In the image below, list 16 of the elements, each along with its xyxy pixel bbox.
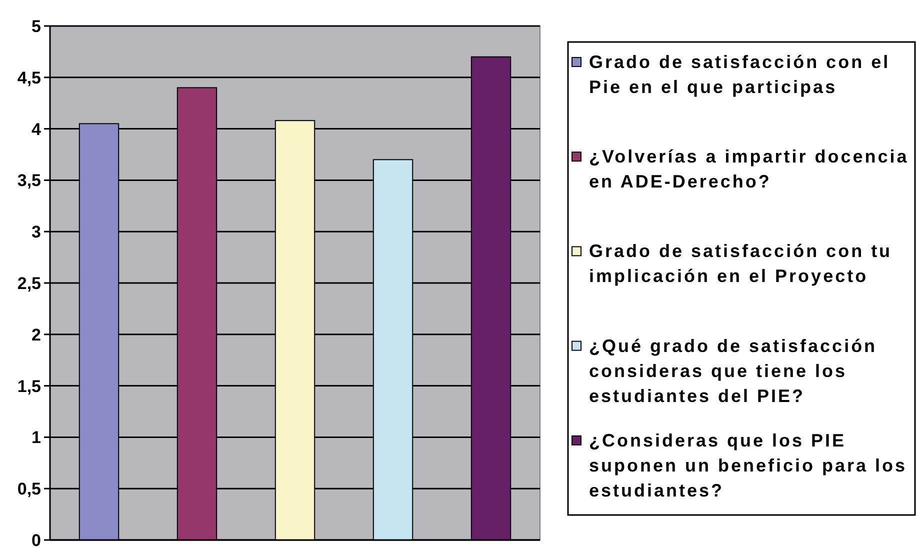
y-tick-label: 5: [32, 16, 41, 36]
legend-label: ¿Qué grado de satisfacción consideras que tiene los estudiantes del PIE?: [589, 336, 878, 406]
legend-label: Grado de satisfacción con tu implicación en el Proyecto: [589, 241, 892, 286]
y-tick-label: 2,5: [17, 274, 41, 292]
y-tick-label: 4: [32, 119, 42, 138]
y-tick-label: 3,5: [17, 170, 41, 190]
y-tick-label: 1,5: [17, 376, 41, 396]
y-tick-label: 2: [32, 324, 41, 344]
y-tick-label: 0,5: [17, 479, 41, 498]
y-tick-label: 0: [32, 530, 41, 550]
legend-label: Grado de satisfacción con el Pie en el que participas: [589, 52, 890, 97]
y-tick-label: 1: [32, 428, 41, 447]
y-tick-label: 3: [32, 222, 41, 242]
legend-label: ¿Consideras que los PIE suponen un beneficio para los estudiantes?: [589, 430, 908, 500]
legend-label: ¿Volverías a impartir docencia en ADE-Derecho?: [589, 146, 909, 192]
y-tick-label: 4,5: [17, 68, 41, 87]
